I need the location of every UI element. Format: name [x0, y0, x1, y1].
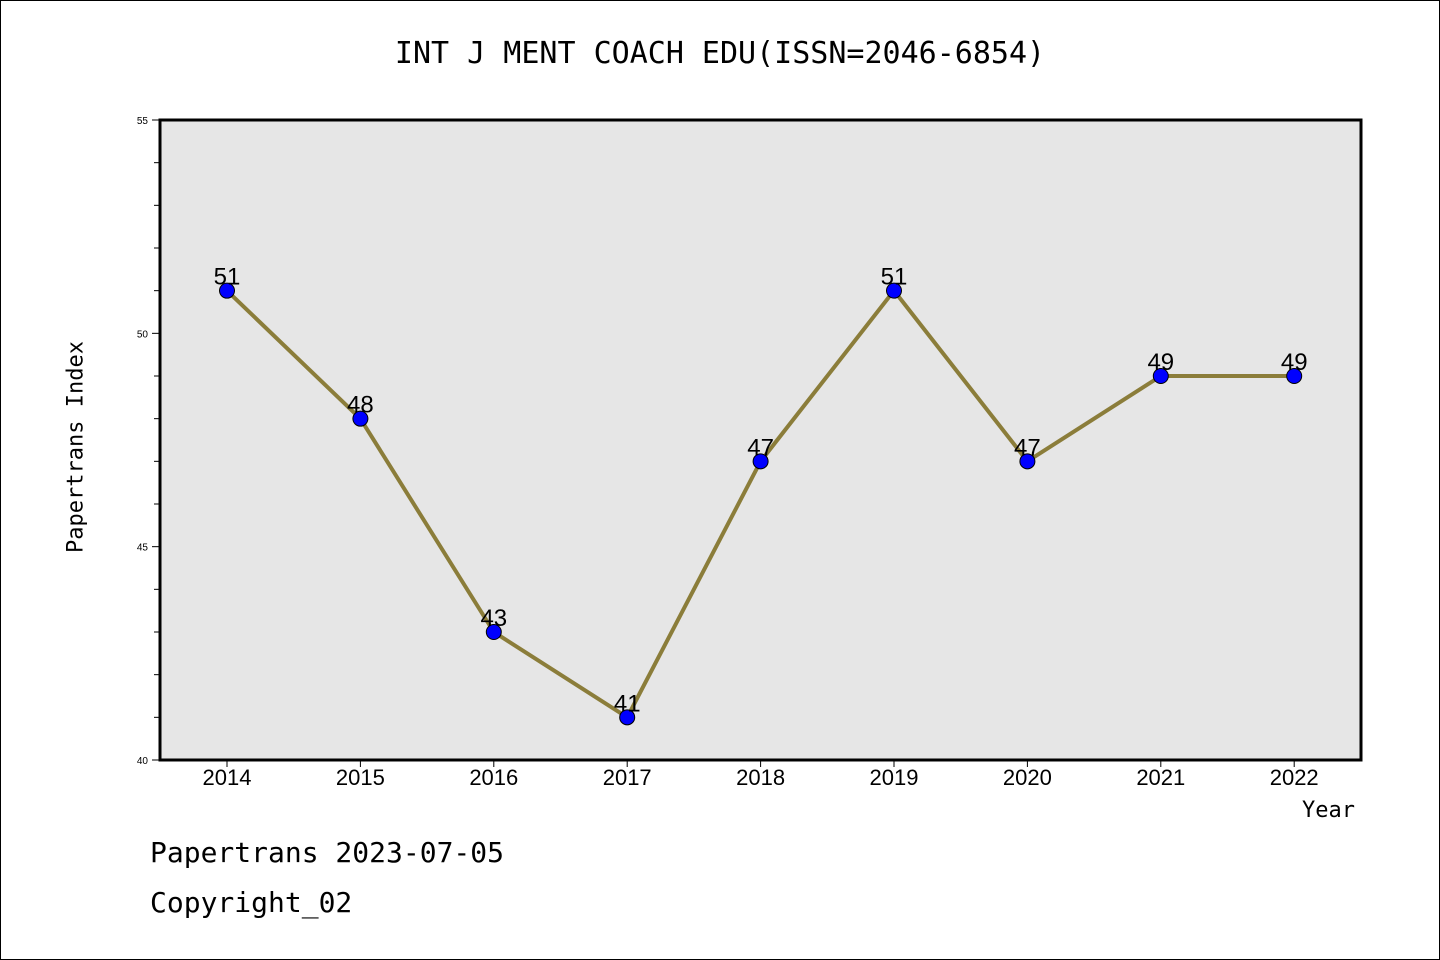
y-tick-label: 40: [137, 756, 149, 767]
data-point: [752, 453, 769, 470]
y-tick-label: 55: [137, 116, 149, 127]
data-point: [619, 709, 636, 726]
data-label: 49: [1147, 349, 1174, 376]
y-tick-label: 50: [137, 329, 149, 340]
x-tick-label: 2015: [336, 765, 385, 790]
data-point: [219, 282, 235, 299]
data-label: 47: [747, 434, 774, 461]
y-tick-label: 45: [137, 543, 149, 554]
data-point: [1152, 368, 1169, 384]
data-label: 49: [1281, 349, 1308, 376]
chart-title: INT J MENT COACH EDU(ISSN=2046-6854): [394, 36, 1046, 71]
x-tick-label: 2019: [870, 765, 919, 790]
x-tick-label: 2018: [736, 765, 785, 790]
data-label: 51: [214, 264, 241, 291]
footer-date: Papertrans 2023-07-05: [150, 836, 505, 869]
y-axis-label: Papertrans Index: [63, 341, 89, 553]
plot-background: [160, 120, 1361, 760]
x-tick-label: 2016: [469, 765, 518, 790]
x-tick-label: 2021: [1136, 765, 1185, 790]
data-label: 51: [881, 264, 908, 291]
data-point: [485, 624, 502, 640]
data-point: [886, 282, 902, 299]
footer-copyright: Copyright_02: [150, 886, 353, 919]
x-axis-label: Year: [1302, 798, 1355, 823]
x-tick-label: 2022: [1270, 765, 1319, 790]
data-point: [1286, 368, 1303, 384]
data-label: 41: [614, 690, 641, 717]
data-label: 47: [1014, 434, 1041, 461]
data-label: 43: [480, 605, 507, 632]
x-tick-label: 2014: [203, 765, 252, 790]
plot-border: [158, 118, 1363, 762]
data-label: 48: [347, 392, 374, 419]
data-point: [1019, 453, 1036, 470]
x-tick-label: 2020: [1003, 765, 1052, 790]
x-tick-label: 2017: [603, 765, 652, 790]
data-point: [352, 410, 369, 427]
